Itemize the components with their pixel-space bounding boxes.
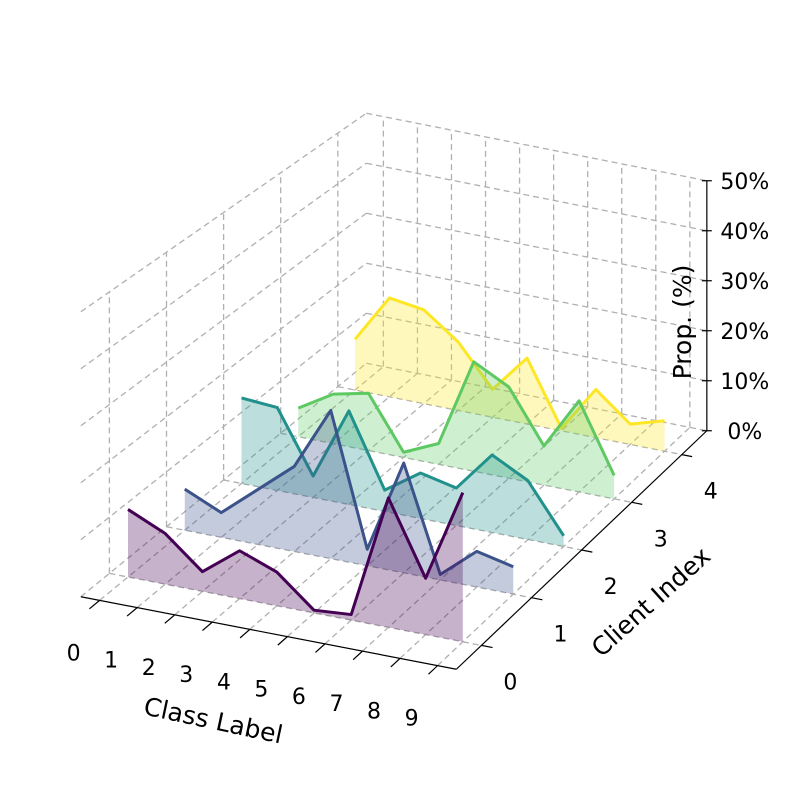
x-tick-label: 1 bbox=[104, 649, 118, 674]
x-tick bbox=[352, 650, 363, 661]
y-tick-label: 2 bbox=[604, 575, 618, 600]
x-tick bbox=[428, 665, 438, 675]
x-tick-label: 9 bbox=[405, 707, 419, 732]
line bbox=[297, 360, 616, 477]
y-tick bbox=[531, 597, 543, 601]
grid-line bbox=[437, 426, 691, 667]
grid-line bbox=[211, 386, 486, 623]
grid-line bbox=[366, 112, 707, 182]
area bbox=[241, 397, 564, 547]
x-tick-label: 6 bbox=[292, 685, 306, 710]
z-tick-label: 40% bbox=[720, 220, 769, 245]
grid-line bbox=[166, 526, 532, 599]
x-tick bbox=[390, 657, 401, 668]
line bbox=[353, 296, 665, 430]
x-tick-label: 8 bbox=[367, 699, 381, 724]
y-tick bbox=[681, 454, 693, 458]
grid-line bbox=[337, 385, 682, 456]
grid-line bbox=[366, 162, 707, 232]
grid-line bbox=[109, 572, 482, 647]
grid-line bbox=[223, 479, 582, 551]
x-tick-label: 7 bbox=[329, 692, 343, 717]
z-tick-label: 30% bbox=[720, 270, 769, 295]
z-axis-label: Prop. (%) bbox=[668, 265, 697, 380]
x-tick-label: 4 bbox=[217, 670, 231, 695]
x-tick bbox=[239, 628, 251, 639]
x-tick bbox=[202, 621, 213, 632]
grid-line bbox=[366, 312, 707, 382]
grid-line bbox=[366, 212, 707, 282]
y-tick-label: 0 bbox=[503, 670, 517, 695]
x-tick bbox=[164, 614, 176, 624]
z-tick-label: 10% bbox=[720, 370, 769, 395]
y-tick-label: 1 bbox=[554, 623, 568, 648]
plot-area bbox=[127, 296, 665, 642]
grid-line bbox=[80, 262, 367, 484]
x-tick bbox=[126, 607, 138, 617]
x-tick-label: 3 bbox=[179, 663, 193, 688]
x-tick bbox=[315, 643, 326, 653]
y-tick-label: 3 bbox=[654, 527, 668, 552]
y-axis-label: Client Index bbox=[586, 541, 716, 662]
y-tick bbox=[581, 549, 593, 553]
x-axis bbox=[80, 596, 457, 670]
line bbox=[127, 492, 465, 617]
x-tick-label: 2 bbox=[142, 656, 156, 681]
grid-line bbox=[80, 112, 367, 313]
x-tick-label: 5 bbox=[254, 678, 268, 703]
z-tick-label: 0% bbox=[727, 420, 762, 445]
z-tick-label: 20% bbox=[720, 320, 769, 345]
line bbox=[183, 408, 514, 576]
y-tick-label: 4 bbox=[704, 480, 718, 505]
grid-line bbox=[99, 366, 384, 601]
y-tick bbox=[631, 501, 643, 505]
x-tick bbox=[89, 599, 101, 610]
grid-line bbox=[366, 362, 707, 432]
x-tick bbox=[277, 636, 288, 646]
line bbox=[241, 396, 565, 537]
area bbox=[298, 361, 615, 499]
y-tick bbox=[481, 644, 493, 649]
z-tick-label: 50% bbox=[720, 170, 769, 195]
grid bbox=[80, 112, 707, 667]
grid-line bbox=[366, 262, 707, 332]
x-tick-label: 0 bbox=[67, 641, 81, 666]
